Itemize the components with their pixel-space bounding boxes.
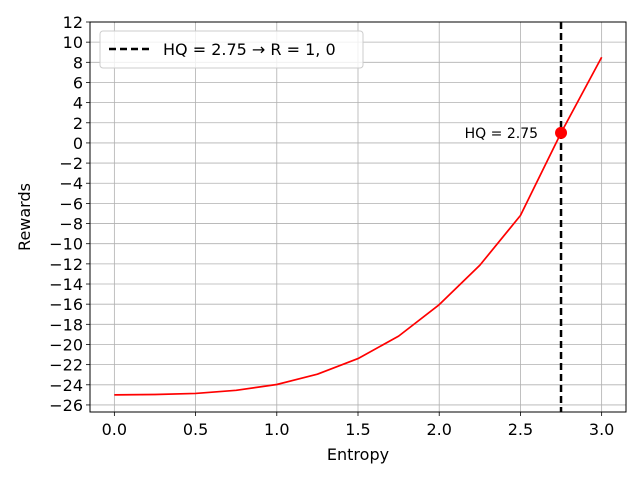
legend-entry-label: HQ = 2.75 → R = 1, 0	[163, 40, 336, 59]
y-axis-label: Rewards	[15, 183, 34, 251]
grid-layer	[90, 21, 626, 412]
marker-point	[555, 126, 568, 139]
legend: HQ = 2.75 → R = 1, 0	[99, 30, 364, 69]
x-axis-label: Entropy	[327, 445, 389, 464]
series-line-0	[114, 56, 603, 396]
x-tick-label: 0.5	[183, 420, 208, 439]
y-tick-label: −4	[59, 174, 83, 193]
y-tick-label: −6	[59, 194, 83, 213]
x-tick-label: 1.0	[264, 420, 289, 439]
y-tick-label: 8	[73, 53, 83, 72]
y-tick-label: −10	[49, 235, 83, 254]
y-tick-label: 2	[73, 114, 83, 133]
x-tick-label: 0.0	[102, 420, 127, 439]
y-tick-label: −26	[49, 396, 83, 415]
y-tick-label: −8	[59, 215, 83, 234]
y-tick-label: −20	[49, 335, 83, 354]
y-tick-label: 12	[63, 13, 83, 32]
y-tick-label: 10	[63, 33, 83, 52]
marker-layer	[555, 126, 568, 139]
legend-box	[99, 30, 364, 69]
y-tick-label: −24	[49, 376, 83, 395]
marker-annotation-label: HQ = 2.75	[465, 126, 538, 142]
y-tick-label: 6	[73, 73, 83, 92]
x-tick-label: 2.0	[426, 420, 451, 439]
x-tick-label: 3.0	[589, 420, 614, 439]
y-tick-label: −12	[49, 255, 83, 274]
x-tick-label: 2.5	[508, 420, 533, 439]
y-tick-label: 4	[73, 94, 83, 113]
x-tick-label: 1.5	[345, 420, 370, 439]
series-layer	[114, 56, 603, 396]
y-tick-label: −2	[59, 154, 83, 173]
y-tick-label: −16	[49, 295, 83, 314]
y-tick-label: −18	[49, 315, 83, 334]
y-tick-label: −14	[49, 275, 83, 294]
y-tick-label: 0	[73, 134, 83, 153]
ticks-layer: 0.0 0.5 1.0 1.5 2.0 2.5 3.0121086420−2−4−6−8−1…	[49, 13, 614, 439]
y-tick-label: −22	[49, 356, 83, 375]
